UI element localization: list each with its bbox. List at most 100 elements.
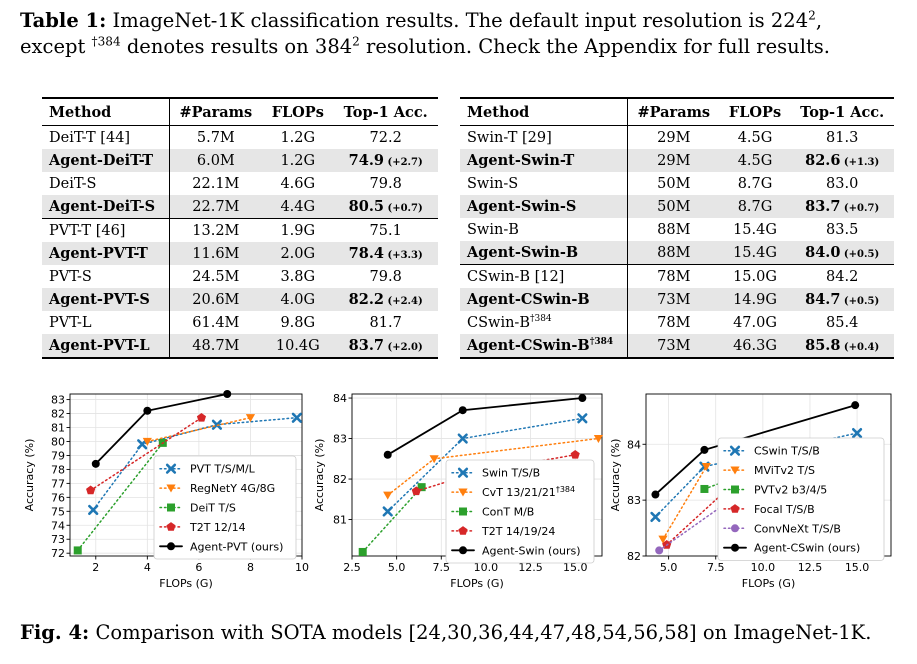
- cell-method-text: Agent-PVT-S: [49, 291, 150, 308]
- cell-acc: 72.2: [333, 126, 438, 150]
- y-tick-label: 82: [627, 550, 641, 563]
- table-caption-sup3: 2: [352, 34, 360, 49]
- cell-flops: 3.8G: [262, 265, 333, 288]
- cell-acc-text: 74.9: [348, 152, 384, 169]
- legend-label: Agent-PVT (ours): [190, 540, 283, 553]
- x-tick-label: 15.0: [845, 561, 870, 574]
- cell-flops-text: 4.5G: [737, 129, 773, 146]
- cell-params-text: 73M: [657, 291, 691, 308]
- y-tick-label: 76: [51, 491, 65, 504]
- table-row: Agent-Swin-S 50M 8.7G 83.7 (+0.7): [460, 195, 894, 218]
- y-axis-label: Accuracy (%): [313, 439, 326, 512]
- y-axis-label: Accuracy (%): [23, 439, 36, 512]
- series-regnety-4g-8g: [142, 414, 256, 446]
- cell-params-text: 29M: [657, 129, 691, 146]
- legend-swatch-marker: [458, 526, 468, 535]
- cell-method-text: Swin-T [29]: [467, 129, 552, 146]
- cell-params-text: 6.0M: [196, 152, 235, 169]
- cell-flops-text: 3.8G: [280, 268, 316, 285]
- series-line: [386, 397, 584, 456]
- legend-label: Focal T/S/B: [754, 503, 815, 516]
- x-tick-label: 6: [195, 561, 202, 574]
- cell-method: Agent-Swin-B: [460, 241, 628, 265]
- cell-flops: 10.4G: [262, 334, 334, 358]
- data-point: [91, 459, 100, 468]
- data-point: [142, 437, 152, 446]
- cell-params: 88M: [626, 241, 720, 265]
- cell-flops: 4.0G: [262, 288, 334, 311]
- cell-params-text: 20.6M: [192, 291, 240, 308]
- chart-pvt-comparison: 2 4 6 8 10 72 73 74 75 76 77 78 79 80 81 82 83 FLOPs (G) A…: [22, 380, 312, 605]
- cell-method-text: DeiT-S: [49, 175, 97, 192]
- header-flops: FLOPs: [728, 103, 782, 121]
- data-point: [655, 546, 664, 555]
- cell-method: Agent-PVT-S: [42, 288, 170, 311]
- cell-method: CSwin-B [12]: [460, 265, 627, 289]
- table-row: CSwin-B†384 78M 47.0G 85.4: [460, 311, 894, 334]
- legend-label: CvT 13/21/21†384: [482, 485, 575, 499]
- legend-label: CSwin T/S/B: [754, 445, 820, 458]
- data-point: [851, 401, 860, 410]
- cell-acc-delta: (+0.7): [384, 203, 423, 214]
- cell-method-text: CSwin-B [12]: [467, 268, 565, 285]
- cell-acc: 81.7: [333, 311, 438, 334]
- table-row: Agent-CSwin-B 73M 14.9G 84.7 (+0.5): [460, 288, 894, 311]
- table-header-row: Method #Params FLOPs Top-1 Acc.: [42, 98, 438, 126]
- header-params: #Params: [168, 98, 263, 126]
- data-point: [383, 450, 392, 459]
- cell-method-text: Agent-CSwin-B: [467, 337, 590, 354]
- legend-label: Agent-CSwin (ours): [754, 542, 860, 555]
- cell-flops: 47.0G: [720, 311, 791, 334]
- cell-acc-text: 83.7: [805, 198, 841, 215]
- cell-acc: 84.2: [790, 265, 894, 289]
- cell-acc: 75.1: [333, 219, 438, 243]
- cell-flops-text: 46.3G: [733, 337, 777, 354]
- series-mvitv2-t-s: [658, 463, 711, 544]
- x-tick-label: 12.5: [518, 561, 543, 574]
- data-point: [383, 491, 393, 500]
- cell-acc-text: 82.6: [805, 152, 841, 169]
- legend-swatch-marker: [731, 543, 739, 552]
- data-point: [700, 484, 709, 493]
- cell-flops-text: 4.0G: [280, 291, 316, 308]
- x-tick-label: 12.5: [798, 561, 823, 574]
- cell-acc-delta: (+3.3): [384, 250, 423, 261]
- data-point: [701, 463, 711, 472]
- legend-box: [717, 437, 885, 561]
- legend-swatch-marker: [730, 504, 740, 513]
- cell-params: 29M: [626, 125, 720, 149]
- series-line: [361, 486, 423, 553]
- cell-acc-delta: (+2.4): [384, 296, 423, 307]
- cell-flops-text: 15.4G: [733, 221, 777, 238]
- cell-params: 22.1M: [168, 172, 263, 195]
- cell-method-sup: †384: [589, 337, 614, 348]
- legend-label: T2T 14/19/24: [481, 525, 555, 538]
- cell-params: 73M: [626, 288, 720, 311]
- legend-label: DeiT T/S: [190, 502, 236, 515]
- y-tick-label: 75: [51, 505, 65, 518]
- legend-label: MViTv2 T/S: [754, 464, 815, 477]
- data-point: [578, 394, 587, 403]
- header-flops: FLOPs: [271, 103, 324, 121]
- legend-label: Swin T/S/B: [482, 467, 540, 480]
- legend-swatch-marker: [457, 467, 469, 478]
- cell-acc: 81.3: [790, 126, 894, 150]
- cell-acc-text: 84.2: [826, 268, 859, 285]
- cell-flops: 4.5G: [720, 126, 791, 150]
- cell-acc: 83.0: [790, 172, 894, 195]
- cell-method: DeiT-S: [42, 172, 169, 195]
- cell-method: DeiT-T [44]: [42, 126, 169, 150]
- legend-swatch-marker: [167, 542, 175, 551]
- header-params: #Params: [626, 98, 720, 126]
- cell-acc: 79.8: [333, 172, 438, 195]
- legend-swatch-marker: [729, 445, 741, 456]
- data-point: [245, 414, 256, 423]
- table-caption-label: Table 1:: [20, 9, 107, 32]
- y-tick-label: 83: [51, 394, 65, 407]
- data-point: [417, 483, 426, 492]
- chart-legend: CSwin T/S/B MViTv2 T/S PVTv2 b3/4/5 Focal T…: [717, 437, 885, 561]
- legend-swatch-marker: [731, 485, 739, 494]
- cell-flops: 14.9G: [719, 288, 791, 311]
- data-point: [382, 506, 393, 517]
- cell-acc-delta: (+1.3): [840, 157, 880, 168]
